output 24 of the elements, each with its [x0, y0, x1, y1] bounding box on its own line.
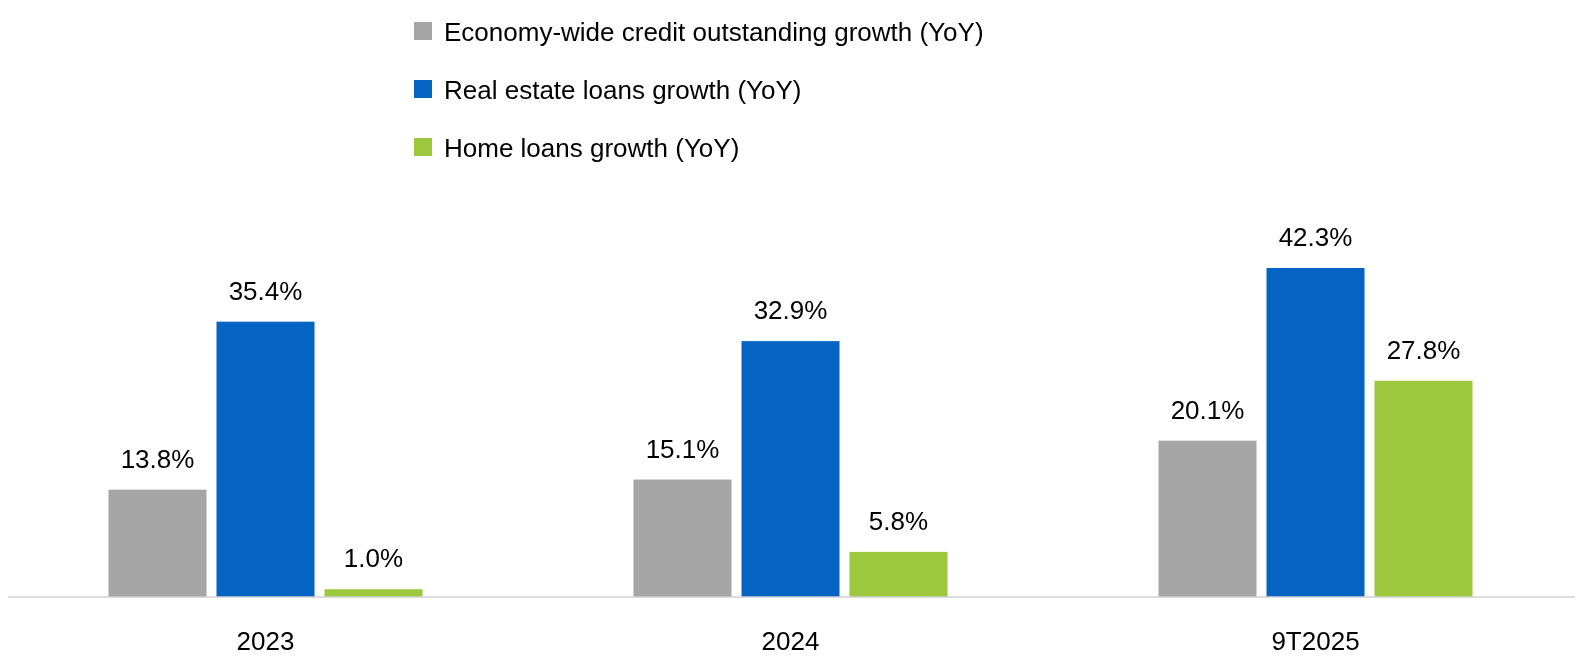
- data-label: 27.8%: [1386, 334, 1461, 365]
- x-tick-label: 2024: [761, 626, 820, 656]
- data-label: 20.1%: [1170, 394, 1245, 425]
- bar: [1158, 440, 1257, 597]
- x-tick-label: 9T2025: [1271, 626, 1360, 656]
- bar: [741, 341, 840, 597]
- legend-label: Home loans growth (YoY): [444, 133, 740, 163]
- data-label: 13.8%: [120, 443, 195, 474]
- data-label: 32.9%: [753, 295, 828, 326]
- data-label: 42.3%: [1278, 222, 1353, 252]
- legend-label: Real estate loans growth (YoY): [444, 75, 802, 105]
- data-label: 15.1%: [645, 433, 720, 464]
- bar: [324, 589, 423, 597]
- legend-label: Economy-wide credit outstanding growth (YoY): [444, 17, 984, 47]
- bar: [1266, 268, 1365, 597]
- bar: [849, 551, 948, 597]
- data-label: 35.4%: [228, 275, 303, 306]
- bar: [633, 479, 732, 597]
- data-label: 1.0%: [343, 543, 404, 574]
- data-label: 5.8%: [868, 505, 929, 536]
- bar: [1374, 380, 1473, 597]
- bar: [108, 489, 207, 597]
- bar: [216, 321, 315, 597]
- x-tick-label: 2023: [236, 626, 295, 656]
